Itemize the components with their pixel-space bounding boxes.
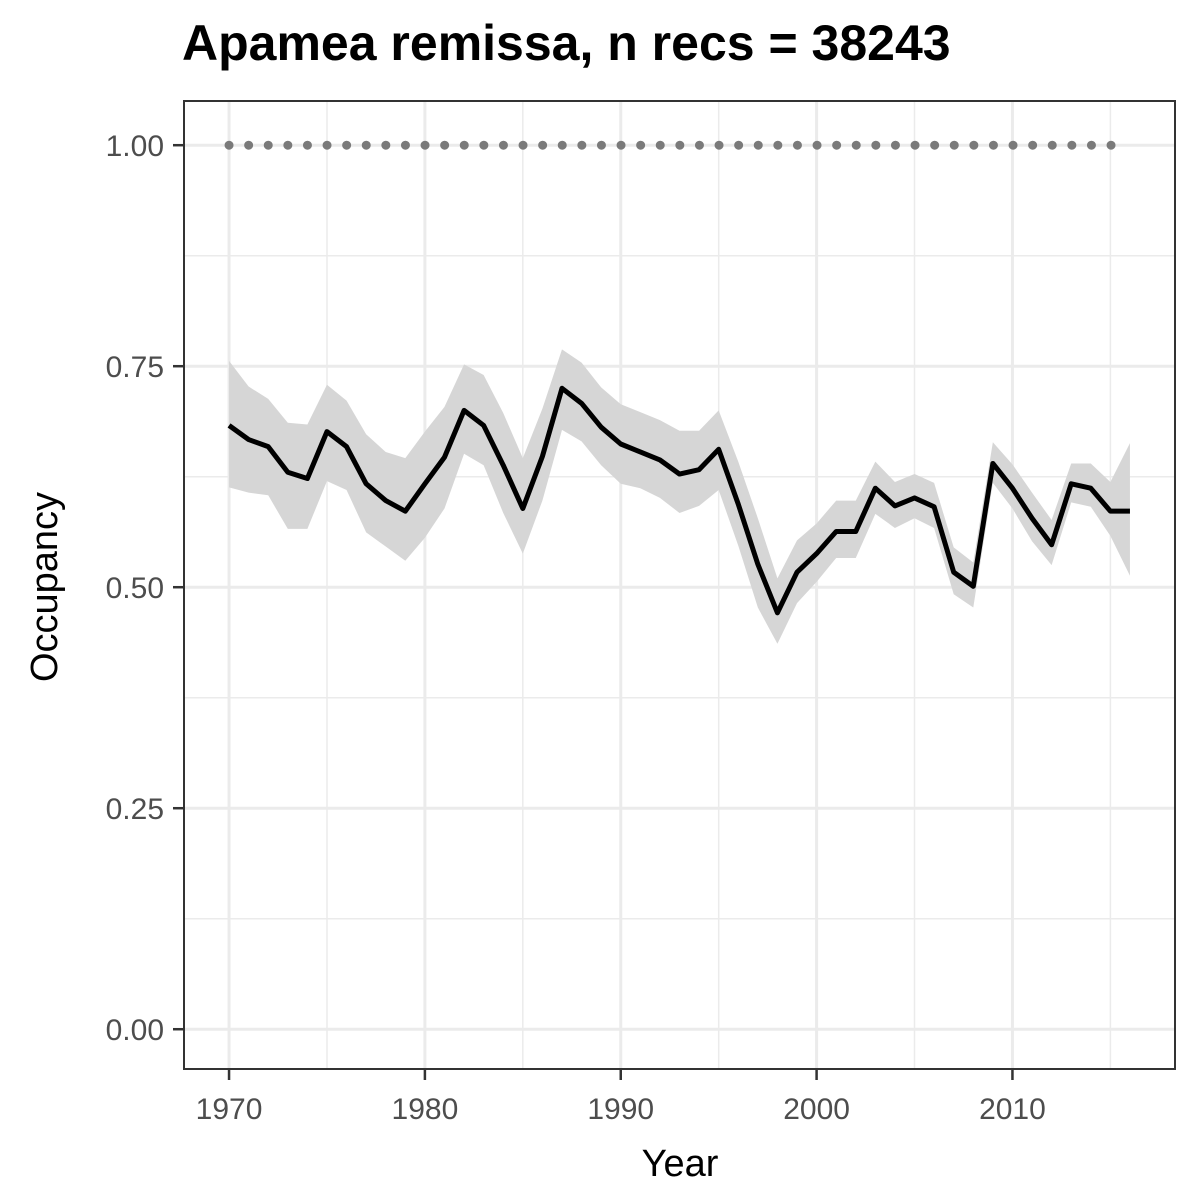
grid-layer [184, 101, 1175, 1069]
x-tick-label: 2000 [783, 1093, 850, 1126]
y-tick-label: 1.00 [106, 130, 164, 163]
ribbon-layer [229, 349, 1130, 644]
y-tick-label: 0.50 [106, 572, 164, 605]
y-axis-title: Occupancy [24, 492, 66, 682]
y-tick-label: 0.00 [106, 1014, 164, 1047]
occupancy-line [227, 385, 1130, 616]
x-axis-title: Year [642, 1143, 719, 1185]
x-tick-label: 2010 [979, 1093, 1046, 1126]
chart-title: Apamea remissa, n recs = 38243 [182, 15, 951, 71]
plot-panel [184, 101, 1175, 1069]
confidence-ribbon [229, 349, 1130, 644]
x-tick-label: 1990 [587, 1093, 654, 1126]
y-tick-label: 0.25 [106, 793, 164, 826]
axis-layer: 0.00 0.25 0.50 0.75 1.00 1970 1980 1990 2000 2010 [106, 100, 1176, 1126]
line-layer [227, 385, 1130, 616]
plot-border [183, 100, 1176, 1070]
y-tick-label: 0.75 [106, 351, 164, 384]
x-tick-label: 1970 [196, 1093, 263, 1126]
x-tick-label: 1980 [392, 1093, 459, 1126]
